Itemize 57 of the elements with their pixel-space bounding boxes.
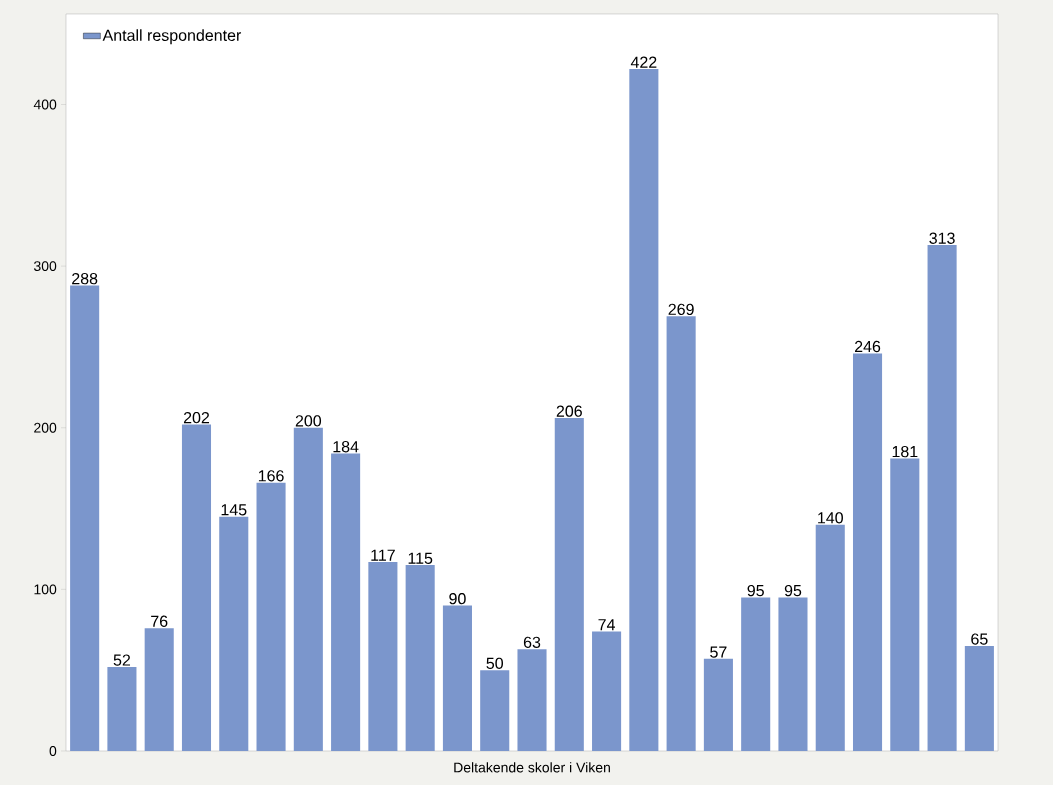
bar bbox=[405, 565, 435, 751]
data-label: 288 bbox=[72, 272, 98, 285]
bar bbox=[517, 649, 547, 751]
data-label: 202 bbox=[183, 411, 210, 424]
data-label: 206 bbox=[556, 405, 582, 417]
bar bbox=[219, 516, 249, 751]
data-label: 200 bbox=[295, 415, 322, 427]
bar bbox=[107, 666, 137, 751]
data-label: 50 bbox=[486, 657, 504, 669]
bar bbox=[964, 645, 994, 751]
bar bbox=[144, 628, 174, 751]
y-tick-label: 300 bbox=[33, 261, 57, 272]
bar bbox=[70, 285, 100, 751]
bar bbox=[480, 670, 510, 751]
bar bbox=[442, 605, 472, 751]
data-label: 269 bbox=[668, 303, 694, 316]
data-label: 246 bbox=[855, 340, 881, 353]
bar bbox=[778, 597, 808, 751]
data-label: 166 bbox=[258, 470, 284, 482]
x-axis-title: Deltakende skoler i Viken bbox=[454, 762, 610, 773]
bar bbox=[592, 631, 622, 751]
bar bbox=[741, 597, 771, 751]
bar bbox=[666, 316, 696, 751]
y-tick-label: 100 bbox=[34, 584, 57, 595]
bar bbox=[852, 353, 883, 751]
bar bbox=[368, 561, 398, 751]
data-label: 76 bbox=[151, 615, 168, 627]
data-label: 422 bbox=[630, 56, 657, 68]
data-label: 95 bbox=[747, 584, 764, 597]
data-label: 117 bbox=[371, 549, 395, 561]
data-label: 90 bbox=[449, 593, 466, 605]
data-label: 184 bbox=[333, 441, 359, 453]
bar bbox=[815, 524, 845, 751]
bar bbox=[927, 245, 957, 751]
data-label: 95 bbox=[784, 584, 802, 597]
bar bbox=[181, 424, 212, 751]
data-label: 74 bbox=[598, 619, 616, 631]
bar bbox=[256, 482, 286, 751]
data-label: 57 bbox=[710, 646, 727, 658]
bar bbox=[331, 453, 361, 751]
bar bbox=[890, 458, 920, 751]
data-label: 63 bbox=[523, 636, 541, 648]
bar bbox=[293, 427, 323, 751]
data-label: 313 bbox=[929, 232, 955, 244]
data-label: 145 bbox=[221, 504, 247, 516]
data-label: 140 bbox=[818, 512, 843, 524]
data-label: 65 bbox=[971, 633, 988, 645]
data-label: 115 bbox=[408, 552, 433, 564]
bar bbox=[554, 418, 584, 751]
bar bbox=[703, 658, 733, 751]
y-tick-label: 0 bbox=[49, 746, 57, 756]
y-tick-label: 400 bbox=[33, 99, 57, 110]
data-label: 181 bbox=[892, 445, 918, 458]
y-tick-label: 200 bbox=[34, 422, 57, 433]
bar bbox=[629, 68, 659, 751]
data-label: 52 bbox=[113, 654, 131, 666]
legend-label: Antall respondenter bbox=[102, 29, 242, 45]
